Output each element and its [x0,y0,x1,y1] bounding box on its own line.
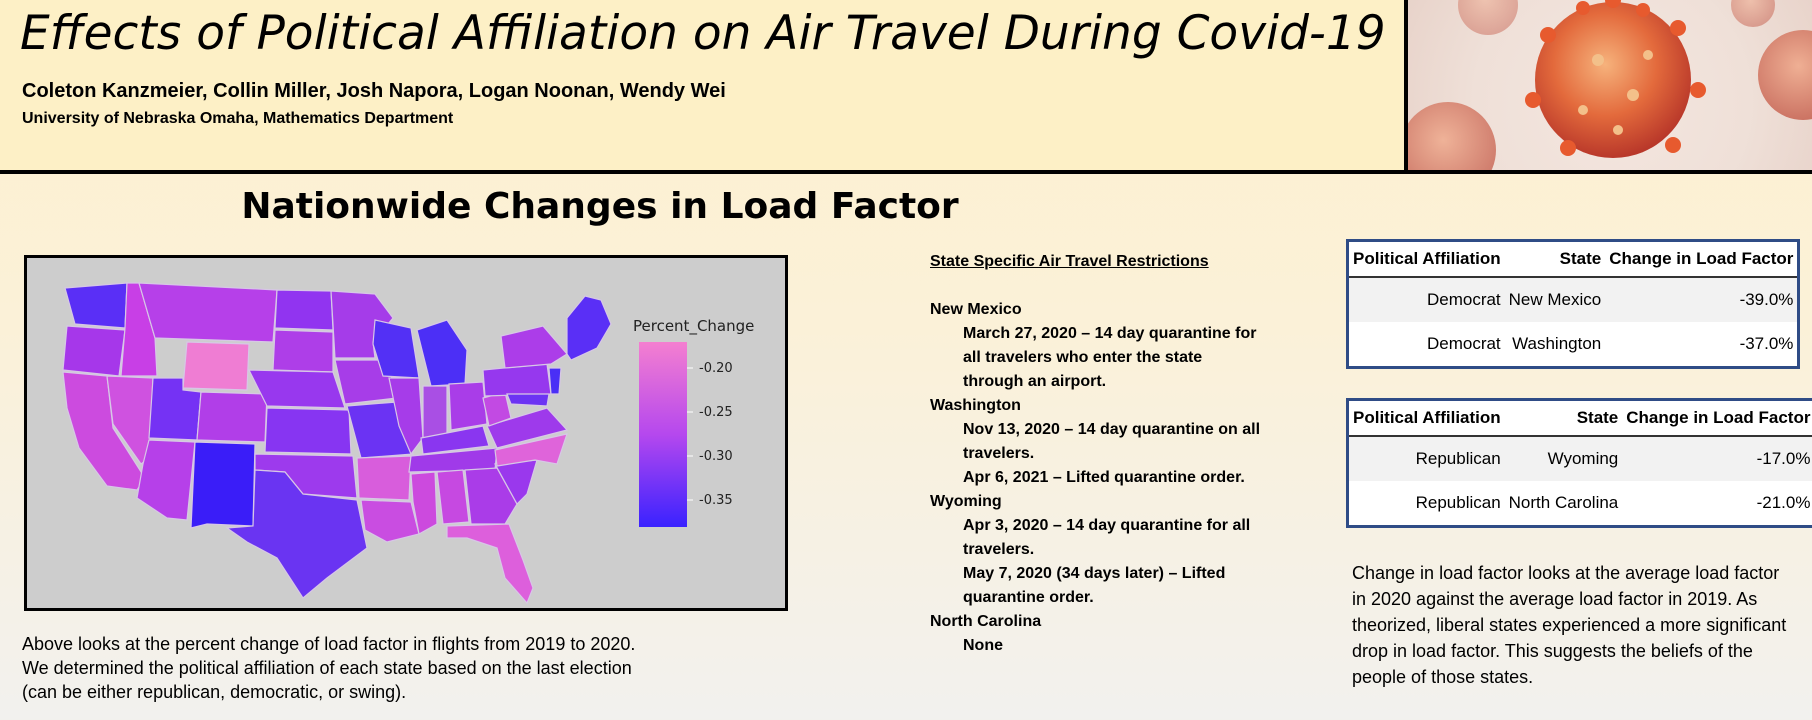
table-cell: North Carolina [1508,493,1619,512]
state-pennsylvania [482,363,552,397]
table-row: Democrat New Mexico -39.0% [1347,277,1799,322]
state-oregon [62,325,126,377]
column-header: State [1504,399,1623,437]
table-cell: -39.0% [1605,277,1799,322]
us-states-map [62,282,612,605]
affiliation: University of Nebraska Omaha, Mathematic… [22,110,454,127]
state-indiana [422,385,448,439]
table-cell: Democrat [1426,334,1501,353]
state-new-england [566,295,612,361]
table-header-row: Political Affiliation State Change in Lo… [1347,240,1799,278]
table-row: Republican North Carolina -21.0% [1348,481,1812,527]
poster-header: Effects of Political Affiliation on Air … [0,0,1812,174]
legend-tick: -0.20 [699,361,733,376]
restriction-item: May 7, 2020 (34 days later) – Lifted qua… [963,565,1226,606]
state-south-dakota [272,329,334,373]
democrat-table: Political Affiliation State Change in Lo… [1346,239,1801,369]
state-north-carolina [494,433,568,467]
table-row: Democrat Washington -37.0% [1348,322,1799,368]
table-cell: Washington [1512,334,1602,353]
author-list: Coleton Kanzmeier, Collin Miller, Josh N… [22,80,726,102]
restriction-item: Apr 6, 2021 – Lifted quarantine order. [963,469,1245,486]
us-map-figure: Percent_Change -0.20 -0.25 -0.30 -0.35 [24,255,788,611]
state-washington [64,282,128,329]
state-colorado [196,391,268,443]
table-cell: Republican [1347,436,1505,481]
state-mississippi [410,471,438,535]
legend-title: Percent_Change [633,317,754,336]
state-name: Washington [930,397,1021,414]
column-header: Change in Load Factor [1622,399,1812,437]
state-ohio [448,381,488,431]
table-cell: Democrat [1347,277,1505,322]
state-virginia [486,407,569,449]
table-cell: -21.0% [1756,493,1811,512]
table-cell: New Mexico [1504,277,1606,322]
restrictions-panel: State Specific Air Travel Restrictions N… [930,250,1260,658]
conclusion-text: Change in load factor looks at the avera… [1352,563,1787,687]
state-kentucky [420,425,490,455]
state-name: New Mexico [930,301,1022,318]
legend-tick: -0.30 [699,449,733,464]
map-caption: Above looks at the percent change of loa… [22,634,636,702]
table-cell: Republican [1415,493,1501,512]
column-header: Political Affiliation [1347,240,1505,278]
state-name: Wyoming [930,493,1002,510]
restriction-item: Apr 3, 2020 – 14 day quarantine for all … [963,517,1251,558]
state-illinois [388,377,424,456]
poster-title: Effects of Political Affiliation on Air … [20,6,1386,61]
table-cell: -17.0% [1622,436,1812,481]
state-michigan [416,319,468,387]
restriction-item: Nov 13, 2020 – 14 day quarantine on all … [963,421,1261,462]
state-new-mexico [190,441,256,529]
legend-tick: -0.25 [699,405,733,420]
state-maryland [506,393,550,407]
state-nebraska [248,369,346,409]
column-header: Political Affiliation [1347,399,1505,437]
restriction-item: March 27, 2020 – 14 day quarantine for a… [963,325,1257,390]
legend-color-bar [639,342,687,527]
section-title: Nationwide Changes in Load Factor [241,186,959,227]
state-georgia [464,467,518,525]
state-new-york [500,325,568,369]
table-header-row: Political Affiliation State Change in Lo… [1347,399,1812,437]
column-header: Change in Load Factor [1605,240,1799,278]
state-kansas [264,407,352,455]
legend-tick: -0.35 [699,493,733,508]
state-name: North Carolina [930,613,1042,630]
coronavirus-image [1404,0,1812,170]
table-cell: -37.0% [1739,334,1794,353]
state-texas [225,469,368,599]
state-florida [446,523,534,605]
state-arizona [136,439,196,521]
state-wyoming [182,341,250,391]
restrictions-heading: State Specific Air Travel Restrictions [930,253,1209,270]
state-alabama [436,469,470,525]
state-north-dakota [274,289,334,331]
column-header: State [1504,240,1606,278]
table-cell: Wyoming [1504,436,1623,481]
table-row: Republican Wyoming -17.0% [1347,436,1812,481]
restriction-item: None [963,637,1003,654]
state-louisiana [360,499,420,543]
state-wisconsin [372,319,420,379]
state-new-jersey [548,367,562,395]
state-arkansas [356,455,412,501]
state-montana [138,282,278,343]
republican-table: Political Affiliation State Change in Lo… [1346,398,1812,528]
